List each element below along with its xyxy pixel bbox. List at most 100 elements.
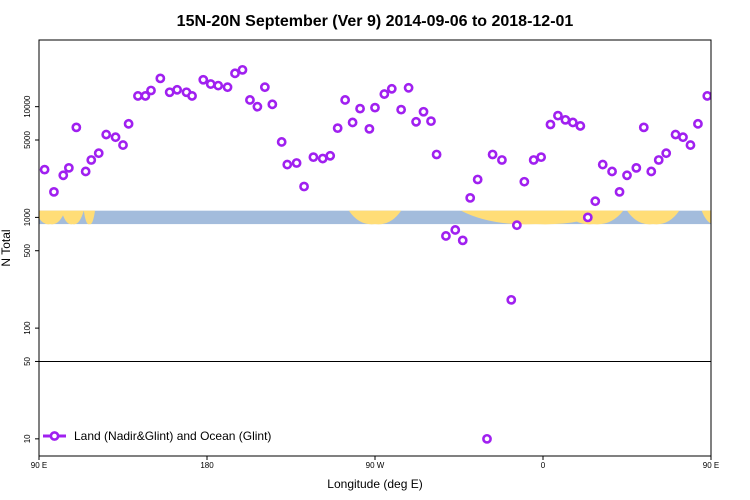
data-point <box>487 149 498 160</box>
data-point <box>187 91 197 101</box>
data-point <box>133 91 143 101</box>
data-point <box>465 192 476 203</box>
data-point <box>661 148 672 159</box>
x-tick-label: 0 <box>541 461 546 470</box>
data-point <box>282 159 293 170</box>
y-axis: 10 50 100 500 1000 5000 10000 <box>23 95 39 443</box>
data-point <box>340 95 351 105</box>
data-point <box>317 153 328 164</box>
data-point <box>198 74 209 85</box>
data-point <box>693 118 703 129</box>
data-point <box>457 235 468 246</box>
legend: Land (Nadir&Glint) and Ocean (Glint) <box>43 429 271 443</box>
y-tick-label: 10000 <box>23 95 32 118</box>
y-tick-label: 100 <box>23 321 32 335</box>
data-point <box>653 155 664 165</box>
data-point <box>670 129 681 140</box>
data-point <box>726 75 733 82</box>
land-patch <box>701 210 711 224</box>
data-point <box>567 117 578 128</box>
data-point <box>506 294 517 305</box>
data-point <box>702 91 711 101</box>
data-point <box>590 196 601 207</box>
data-point <box>39 164 50 175</box>
y-tick-label: 500 <box>23 244 32 258</box>
data-point <box>685 140 696 150</box>
data-point <box>418 106 429 117</box>
data-point <box>58 170 69 181</box>
data-point <box>545 119 556 130</box>
x-axis: 90 E 180 90 W 0 90 E <box>31 456 719 470</box>
data-point <box>86 155 97 165</box>
y-axis-label: N Total <box>0 229 13 266</box>
data-point <box>291 158 302 168</box>
data-point <box>560 114 571 125</box>
data-point <box>553 110 563 121</box>
y-tick-label: 50 <box>23 356 32 365</box>
data-point <box>403 82 414 93</box>
data-point <box>205 79 216 89</box>
data-point <box>472 174 483 185</box>
data-point <box>267 99 278 110</box>
y-tick-label: 10 <box>23 434 32 443</box>
data-point <box>528 155 539 165</box>
data-point <box>511 220 522 231</box>
data-point <box>80 166 91 177</box>
x-tick-label: 90 E <box>703 461 719 470</box>
data-point <box>164 87 175 98</box>
data-point <box>140 91 151 101</box>
x-tick-label: 180 <box>200 461 214 470</box>
data-point <box>172 84 183 95</box>
data-point <box>63 162 74 173</box>
data-point <box>123 118 134 129</box>
data-point <box>110 132 121 143</box>
data-point <box>536 152 547 163</box>
data-point <box>735 89 742 96</box>
data-point <box>245 95 255 105</box>
data-point <box>709 92 711 100</box>
data-point <box>597 159 608 170</box>
land-patch <box>563 210 624 225</box>
data-point <box>259 82 270 93</box>
data-point <box>101 129 112 140</box>
data-point <box>364 123 375 134</box>
data-point <box>678 132 688 143</box>
data-point <box>638 122 649 133</box>
data-point <box>646 166 657 177</box>
legend-marker <box>49 431 60 441</box>
data-point <box>379 89 390 99</box>
data-point <box>575 121 586 131</box>
data-point <box>497 155 507 165</box>
data-point <box>607 166 617 177</box>
plot-frame <box>38 39 712 457</box>
data-point <box>631 162 642 173</box>
data-point <box>743 86 750 93</box>
data-point <box>237 64 248 75</box>
land-patch <box>348 210 402 225</box>
data-point <box>325 150 336 161</box>
data-point <box>347 117 358 128</box>
y-tick-label: 1000 <box>23 208 32 226</box>
x-tick-label: 90 E <box>31 461 47 470</box>
data-point <box>213 80 224 91</box>
data-point <box>411 116 421 127</box>
data-point <box>276 137 287 147</box>
chart-title: 15N-20N September (Ver 9) 2014-09-06 to … <box>177 13 574 30</box>
data-point <box>49 186 59 197</box>
legend-label: Land (Nadir&Glint) and Ocean (Glint) <box>74 429 271 443</box>
data-point <box>222 82 233 93</box>
data-point <box>355 103 365 114</box>
data-point <box>431 149 442 160</box>
surface-band <box>39 210 711 225</box>
data-point <box>614 186 625 197</box>
data-point <box>230 68 240 79</box>
data-point <box>426 116 436 127</box>
data-point <box>441 231 451 241</box>
data-point <box>155 73 166 84</box>
land-patch <box>627 210 680 225</box>
data-point <box>370 102 380 113</box>
data-point <box>252 101 263 112</box>
land-patch <box>61 210 84 225</box>
land-patch <box>39 210 66 225</box>
data-point <box>146 85 156 96</box>
